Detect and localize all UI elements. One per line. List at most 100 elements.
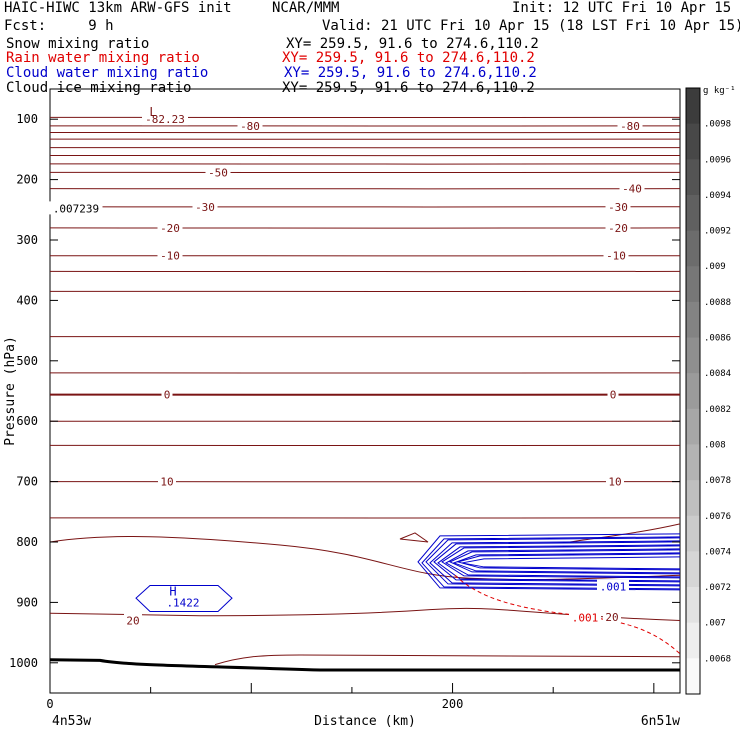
temperature-label: -82.23 <box>145 113 185 126</box>
cloud-water-contour <box>444 548 681 578</box>
y-tick-label: 400 <box>16 293 38 307</box>
x-start-location: 4n53w <box>52 714 91 729</box>
cloud-water-contour <box>425 537 681 587</box>
cloud-water-contour <box>452 552 681 574</box>
colorbar-tick-label: .0086 <box>704 334 731 344</box>
temperature-label-bg <box>606 474 624 488</box>
temperature-contour <box>49 125 681 127</box>
temperature-contour <box>49 171 681 174</box>
colorbar-cell <box>686 373 700 410</box>
colorbar-cell <box>686 408 700 445</box>
temperature-contour <box>399 532 429 543</box>
rain-water-label-bg <box>569 610 601 624</box>
temperature-label: 0 <box>610 389 617 402</box>
temperature-contour <box>569 523 681 543</box>
colorbar-tick-label: .009 <box>704 262 726 272</box>
temperature-contour <box>49 187 681 190</box>
field-cloudwater-xy: XY= 259.5, 91.6 to 274.6,110.2 <box>284 65 537 81</box>
cloud-water-contour <box>421 536 681 590</box>
colorbar-cell <box>686 515 700 552</box>
cloud-water-high-contour <box>135 584 233 612</box>
colorbar-tick-label: .0094 <box>704 191 731 201</box>
temperature-label-bg <box>617 118 643 132</box>
colorbar-tick-label: .0096 <box>704 155 731 165</box>
colorbar-tick-label: .0092 <box>704 227 731 237</box>
y-tick-label: 200 <box>16 173 38 187</box>
colorbar-cell <box>686 194 700 232</box>
colorbar-cell <box>686 587 700 624</box>
colorbar-cell <box>686 337 700 374</box>
field-ice-xy: XY= 259.5, 91.6 to 274.6,110.2 <box>282 80 535 96</box>
colorbar-tick-label: .0098 <box>704 120 731 130</box>
colorbar-tick-label: .0084 <box>704 369 731 379</box>
model-title: HAIC-HIWC 13km ARW-GFS init <box>4 0 232 16</box>
colorbar-tick-label: .0076 <box>704 512 731 522</box>
temperature-label: -80 <box>620 120 640 133</box>
temperature-contour <box>49 270 681 273</box>
colorbar-tick-label: .0072 <box>704 583 731 593</box>
x-tick-label: 0 <box>46 697 53 711</box>
colorbar-cell <box>686 159 700 196</box>
field-rain-name: Rain water mixing ratio <box>6 50 200 66</box>
temperature-label: 20 <box>126 615 139 628</box>
temperature-contour <box>49 480 681 483</box>
temperature-contour <box>49 290 681 293</box>
cloud-water-contour <box>417 533 681 591</box>
y-tick-label: 800 <box>16 535 38 549</box>
temperature-contour <box>49 254 681 257</box>
forecast-hour: Fcst: 9 h <box>4 18 114 34</box>
field-snow-name: Snow mixing ratio <box>6 36 150 52</box>
temperature-label: 0 <box>164 389 171 402</box>
temperature-label-bg <box>603 248 629 262</box>
y-tick-label: 300 <box>16 233 38 247</box>
temperature-contour <box>49 335 681 338</box>
temperature-label-20b: 20 <box>605 611 618 624</box>
y-tick-label: 1000 <box>9 656 38 670</box>
cloud-water-contour <box>448 549 681 575</box>
x-tick-label: 200 <box>442 697 464 711</box>
colorbar-cell <box>686 266 700 303</box>
temperature-label-bg <box>607 387 619 401</box>
temperature-contour-20 <box>49 607 681 622</box>
temperature-label-bg <box>192 199 218 213</box>
temperature-label-bg <box>605 199 631 213</box>
temperature-label: 10 <box>160 476 173 489</box>
plot-frame <box>49 88 681 694</box>
temperature-contour <box>49 372 681 374</box>
field-snow-xy: XY= 259.5, 91.6 to 274.6,110.2 <box>286 36 539 52</box>
temperature-label-bg <box>142 112 188 126</box>
y-tick-label: 700 <box>16 475 38 489</box>
x-axis-label: Distance (km) <box>314 714 416 729</box>
field-cloudwater-name: Cloud water mixing ratio <box>6 65 209 81</box>
rain-water-label: .001 <box>572 612 599 625</box>
field-ice-name: Cloud ice mixing ratio <box>6 80 192 96</box>
temperature-contour <box>49 131 681 134</box>
temperature-label: -30 <box>608 201 628 214</box>
temperature-label-bg <box>619 181 645 195</box>
high-marker: H <box>169 585 176 599</box>
colorbar-cell <box>686 444 700 481</box>
temperature-contour <box>214 654 681 666</box>
temperature-label: -20 <box>608 222 628 235</box>
temperature-label: 10 <box>608 476 621 489</box>
y-axis-label: Pressure (hPa) <box>3 336 18 446</box>
high-value: .1422 <box>166 596 199 609</box>
colorbar-cell <box>686 88 700 125</box>
colorbar-tick-label: .008 <box>704 440 726 450</box>
temperature-label: -30 <box>195 201 215 214</box>
colorbar-cell <box>686 123 700 160</box>
colorbar-cell <box>686 301 700 339</box>
cloud-water-contour <box>433 541 681 583</box>
low-marker: L <box>149 105 156 119</box>
y-tick-label: 900 <box>16 595 38 609</box>
cloud-water-contour <box>429 540 681 586</box>
temperature-contour <box>49 146 681 149</box>
temperature-label-bg <box>605 220 631 234</box>
temperature-contour <box>49 517 681 519</box>
colorbar-cell <box>686 230 700 267</box>
temperature-contour <box>49 420 681 422</box>
cloud-water-label: .001 <box>600 581 627 594</box>
colorbar-frame <box>685 87 701 695</box>
field-rain-xy: XY= 259.5, 91.6 to 274.6,110.2 <box>282 50 535 66</box>
left-edge-value: .007239 <box>53 202 99 215</box>
